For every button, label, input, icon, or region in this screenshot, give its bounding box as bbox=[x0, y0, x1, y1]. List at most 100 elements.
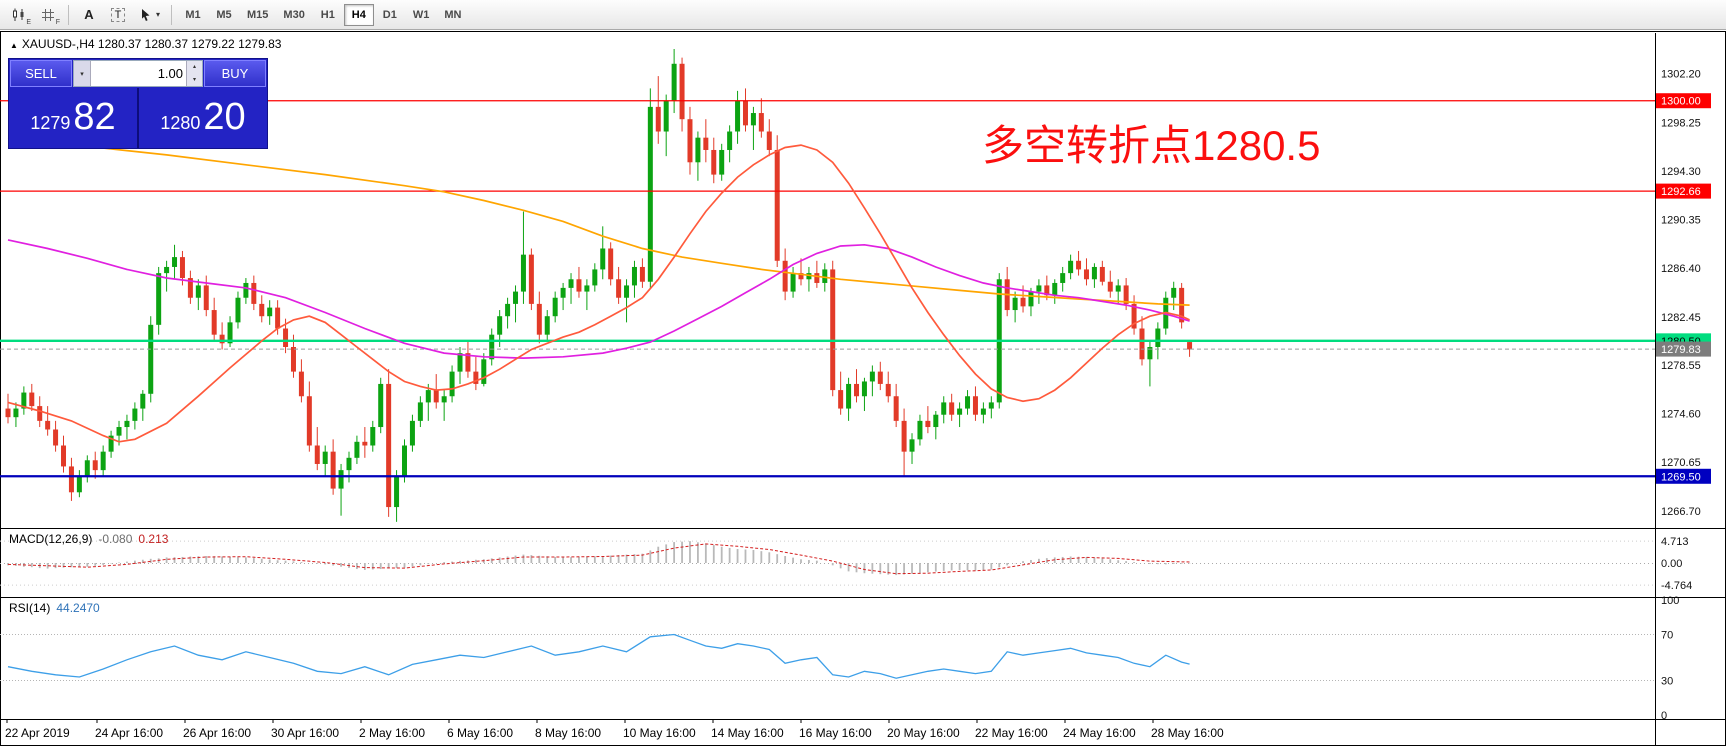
candlestick-chart-icon bbox=[13, 8, 24, 21]
svg-text:0.00: 0.00 bbox=[1661, 558, 1682, 570]
svg-text:-4.764: -4.764 bbox=[1661, 580, 1692, 592]
timeframe-h1-button[interactable]: H1 bbox=[313, 4, 343, 26]
text-tool-button[interactable]: A bbox=[75, 3, 103, 27]
svg-text:30 Apr 16:00: 30 Apr 16:00 bbox=[271, 726, 339, 740]
chart-type-button[interactable]: E bbox=[5, 3, 33, 27]
svg-text:0: 0 bbox=[1661, 710, 1667, 722]
arrow-tool-button[interactable]: ▾ bbox=[133, 3, 165, 27]
macd-signal-value: 0.213 bbox=[138, 532, 169, 546]
buy-price-big: 20 bbox=[203, 96, 246, 138]
macd-pane bbox=[0, 540, 1655, 586]
price-badge bbox=[1656, 93, 1711, 109]
svg-text:1300.00: 1300.00 bbox=[1661, 96, 1701, 108]
svg-text:26 Apr 16:00: 26 Apr 16:00 bbox=[183, 726, 251, 740]
svg-text:1274.60: 1274.60 bbox=[1661, 408, 1701, 420]
macd-main-value: -0.080 bbox=[98, 532, 133, 546]
svg-text:20 May 16:00: 20 May 16:00 bbox=[887, 726, 960, 740]
toolbar-separator bbox=[171, 4, 173, 25]
svg-text:6 May 16:00: 6 May 16:00 bbox=[447, 726, 513, 740]
timeframe-m30-button[interactable]: M30 bbox=[276, 4, 311, 26]
timeframe-m1-button[interactable]: M1 bbox=[178, 4, 208, 26]
price-badge bbox=[1656, 183, 1711, 199]
volume-decrease-button[interactable]: ▾ bbox=[187, 73, 202, 86]
svg-text:16 May 16:00: 16 May 16:00 bbox=[799, 726, 872, 740]
timeframe-h4-button[interactable]: H4 bbox=[343, 3, 374, 26]
timeframe-m15-button[interactable]: M15 bbox=[240, 4, 275, 26]
buy-price-button[interactable]: 1280 20 bbox=[139, 88, 267, 148]
svg-text:1279.83: 1279.83 bbox=[1661, 344, 1701, 356]
sell-price-big: 82 bbox=[73, 96, 116, 138]
arrow-cursor-icon bbox=[142, 8, 150, 21]
grid-icon-sub-label: F bbox=[55, 18, 60, 26]
chart-icon-sub-label: E bbox=[26, 18, 31, 26]
fast-ma-line bbox=[7, 144, 1190, 443]
chart-annotation-text: 多空转折点1280.5 bbox=[982, 122, 1321, 169]
moving-average-lines bbox=[7, 136, 1190, 443]
sell-button[interactable]: SELL bbox=[10, 60, 72, 87]
macd-indicator-label: MACD(12,26,9) -0.080 0.213 bbox=[9, 532, 168, 546]
sell-price-button[interactable]: 1279 82 bbox=[9, 88, 137, 148]
symbol-ohlc-line: ▲ XAUUSD-,H4 1280.37 1280.37 1279.22 1279… bbox=[10, 37, 281, 51]
svg-text:1282.45: 1282.45 bbox=[1661, 312, 1701, 324]
volume-box: ▾ ▴ ▾ bbox=[73, 60, 203, 87]
price-badge bbox=[1656, 468, 1711, 484]
grid-button[interactable]: F bbox=[34, 3, 62, 27]
svg-text:2 May 16:00: 2 May 16:00 bbox=[359, 726, 425, 740]
trade-panel-controls: SELL ▾ ▴ ▾ BUY bbox=[9, 59, 267, 88]
timeframe-m5-button[interactable]: M5 bbox=[209, 4, 239, 26]
timeframe-mn-button[interactable]: MN bbox=[437, 4, 468, 26]
svg-text:22 May 16:00: 22 May 16:00 bbox=[975, 726, 1048, 740]
svg-text:10 May 16:00: 10 May 16:00 bbox=[623, 726, 696, 740]
volume-dropdown-button[interactable]: ▾ bbox=[74, 61, 91, 86]
svg-text:30: 30 bbox=[1661, 676, 1673, 688]
volume-input[interactable] bbox=[91, 61, 186, 86]
svg-text:1294.30: 1294.30 bbox=[1661, 166, 1701, 178]
time-axis: 22 Apr 2019 24 Apr 16:00 26 Apr 16:00 30 Ap… bbox=[5, 719, 1224, 740]
rsi-name: RSI(14) bbox=[9, 601, 51, 615]
grid-icon bbox=[42, 8, 54, 21]
price-badge bbox=[1656, 341, 1711, 357]
symbol-ohlc-text: XAUUSD-,H4 1280.37 1280.37 1279.22 1279.… bbox=[21, 37, 282, 51]
svg-text:24 Apr 16:00: 24 Apr 16:00 bbox=[95, 726, 163, 740]
macd-signal-line bbox=[7, 543, 1190, 575]
one-click-trading-panel: SELL ▾ ▴ ▾ BUY 1279 82 1280 20 bbox=[8, 58, 268, 149]
svg-text:1290.35: 1290.35 bbox=[1661, 215, 1701, 227]
svg-text:8 May 16:00: 8 May 16:00 bbox=[535, 726, 601, 740]
svg-text:1286.40: 1286.40 bbox=[1661, 263, 1701, 275]
buy-button[interactable]: BUY bbox=[204, 60, 266, 87]
text-tool-icon: A bbox=[84, 7, 94, 22]
price-axis: 1302.20 1298.25 1294.30 1290.35 1286.40 1282.… bbox=[1656, 69, 1711, 722]
macd-name: MACD(12,26,9) bbox=[9, 532, 93, 546]
collapse-arrow-icon[interactable]: ▲ bbox=[10, 41, 18, 50]
svg-text:70: 70 bbox=[1661, 630, 1673, 642]
horizontal-level-lines bbox=[0, 100, 1655, 478]
svg-text:22 Apr 2019: 22 Apr 2019 bbox=[5, 726, 70, 740]
svg-text:24 May 16:00: 24 May 16:00 bbox=[1063, 726, 1136, 740]
toolbar-separator bbox=[68, 4, 69, 25]
rsi-pane bbox=[0, 633, 1655, 681]
rsi-indicator-label: RSI(14) 44.2470 bbox=[9, 601, 100, 615]
price-divider bbox=[137, 88, 139, 148]
timeframe-d1-button[interactable]: D1 bbox=[375, 4, 405, 26]
svg-text:1278.55: 1278.55 bbox=[1661, 360, 1701, 372]
volume-increase-button[interactable]: ▴ bbox=[187, 61, 202, 74]
svg-text:4.713: 4.713 bbox=[1661, 536, 1689, 548]
timeframe-w1-button[interactable]: W1 bbox=[406, 4, 437, 26]
sell-price-small: 1279 bbox=[30, 113, 71, 133]
svg-text:1269.50: 1269.50 bbox=[1661, 471, 1701, 483]
toolbar: E F A T ▾ M1 M5 M15 M30 H1 H4 D1 W1 MN bbox=[0, 0, 1726, 30]
svg-text:14 May 16:00: 14 May 16:00 bbox=[711, 726, 784, 740]
mid-ma-line bbox=[7, 239, 1190, 359]
buy-price-small: 1280 bbox=[160, 113, 201, 133]
label-tool-button[interactable]: T bbox=[104, 3, 132, 27]
slow-ma-line bbox=[7, 136, 1190, 306]
svg-text:28 May 16:00: 28 May 16:00 bbox=[1151, 726, 1224, 740]
svg-text:1292.66: 1292.66 bbox=[1661, 186, 1701, 198]
rsi-value: 44.2470 bbox=[56, 601, 100, 615]
rsi-line bbox=[7, 633, 1190, 679]
svg-text:1298.25: 1298.25 bbox=[1661, 117, 1701, 129]
svg-text:1270.65: 1270.65 bbox=[1661, 457, 1701, 469]
svg-text:1266.70: 1266.70 bbox=[1661, 506, 1701, 518]
label-tool-icon: T bbox=[110, 7, 126, 22]
